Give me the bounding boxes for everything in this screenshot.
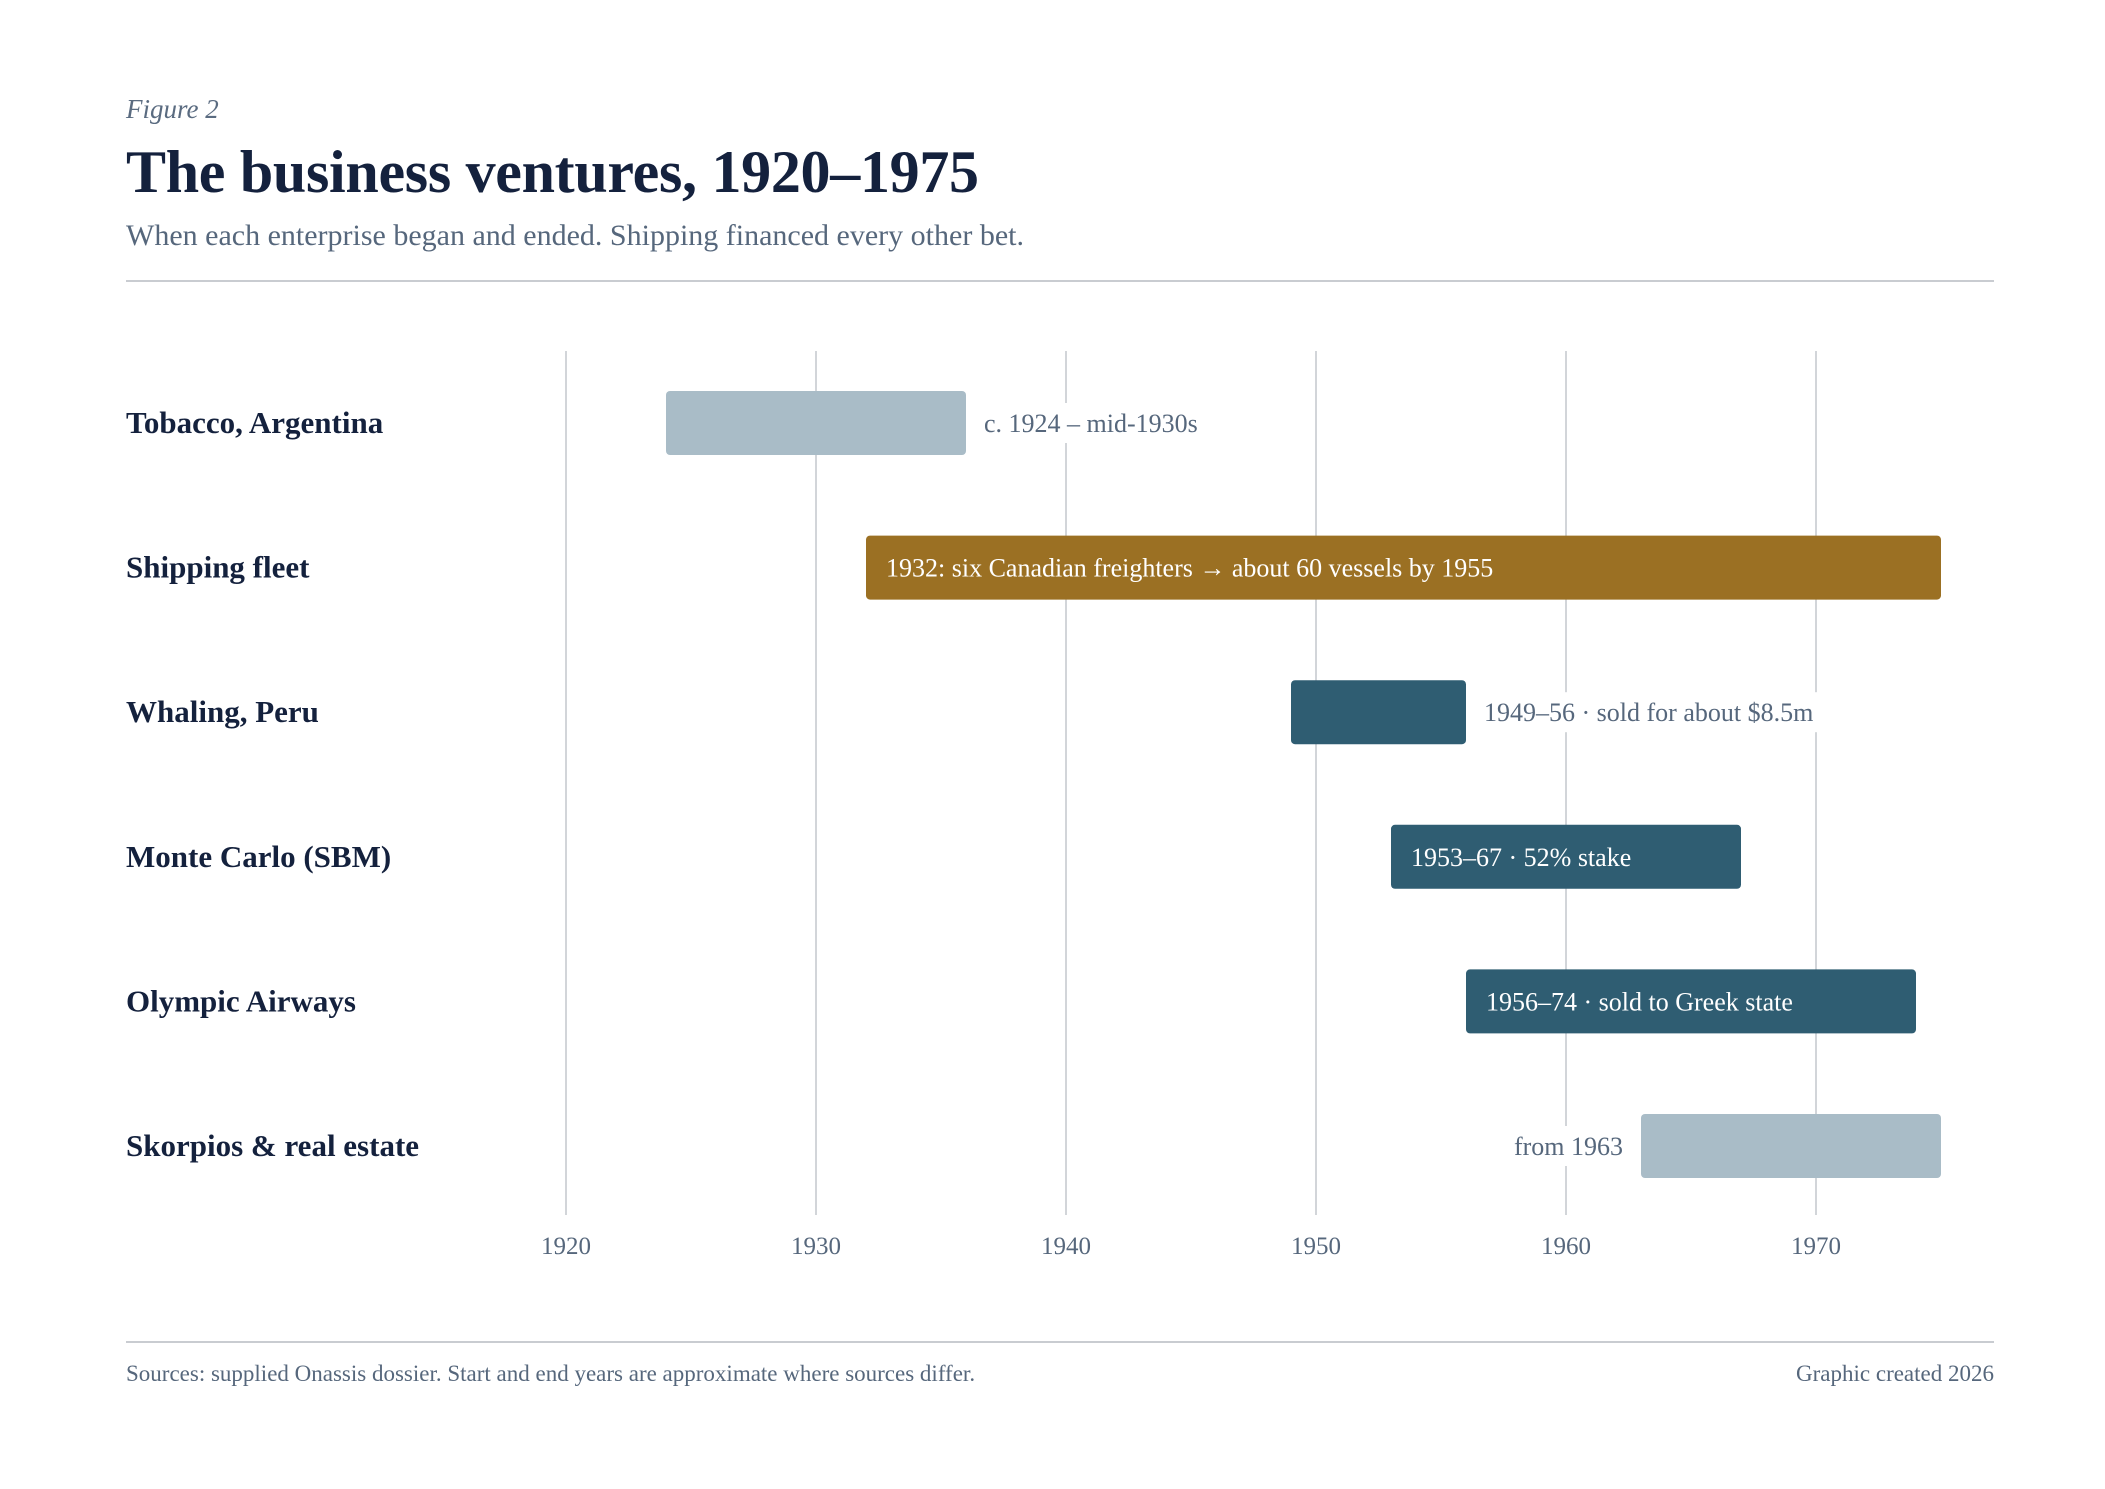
bar-label: 1956–74 · sold to Greek state: [1486, 987, 1793, 1016]
x-tick-label: 1960: [1541, 1233, 1591, 1260]
sources-note: Sources: supplied Onassis dossier. Start…: [126, 1361, 976, 1386]
bar-3: [1291, 680, 1466, 745]
figure-label: Figure 2: [126, 94, 219, 124]
x-tick-label: 1950: [1291, 1233, 1341, 1260]
bar-1: [666, 391, 966, 455]
bar-label: from 1963: [1514, 1132, 1623, 1161]
label-halo: [1476, 692, 1849, 733]
bar-label: 1949–56 · sold for about $8.5m: [1484, 698, 1813, 727]
timeline-chart: 1920 1930 1940 1950 1960 1970 Tobacco, Argenti…: [126, 351, 1941, 1260]
x-tick-label: 1940: [1041, 1233, 1091, 1260]
bar-2: [866, 535, 1941, 600]
label-halo: [976, 403, 1219, 443]
row-label: Tobacco, Argentina: [126, 405, 384, 440]
row-label: Monte Carlo (SBM): [126, 839, 391, 874]
x-tick-label: 1930: [791, 1233, 841, 1260]
graphic-credit: Graphic created 2026: [1796, 1361, 1994, 1386]
footer-divider: [126, 1341, 1994, 1343]
row-label: Shipping fleet: [126, 550, 310, 585]
x-tick-label: 1970: [1791, 1233, 1841, 1260]
row-label: Skorpios & real estate: [126, 1128, 419, 1163]
chart-subtitle: When each enterprise began and ended. Sh…: [126, 219, 1024, 252]
bar-6: [1641, 1114, 1941, 1178]
row-label: Olympic Airways: [126, 983, 356, 1018]
bar-label: c. 1924 – mid-1930s: [984, 409, 1198, 438]
bar-4: [1391, 824, 1741, 889]
x-tick-label: 1920: [541, 1233, 591, 1260]
label-halo: [1507, 1126, 1631, 1166]
bar-label: 1953–67 · 52% stake: [1411, 843, 1631, 872]
header-divider: [126, 280, 1994, 282]
chart-title: The business ventures, 1920–1975: [126, 139, 979, 205]
row-label: Whaling, Peru: [126, 694, 319, 729]
bar-5: [1466, 969, 1916, 1034]
bar-label: 1932: six Canadian freighters → about 60…: [886, 554, 1493, 583]
